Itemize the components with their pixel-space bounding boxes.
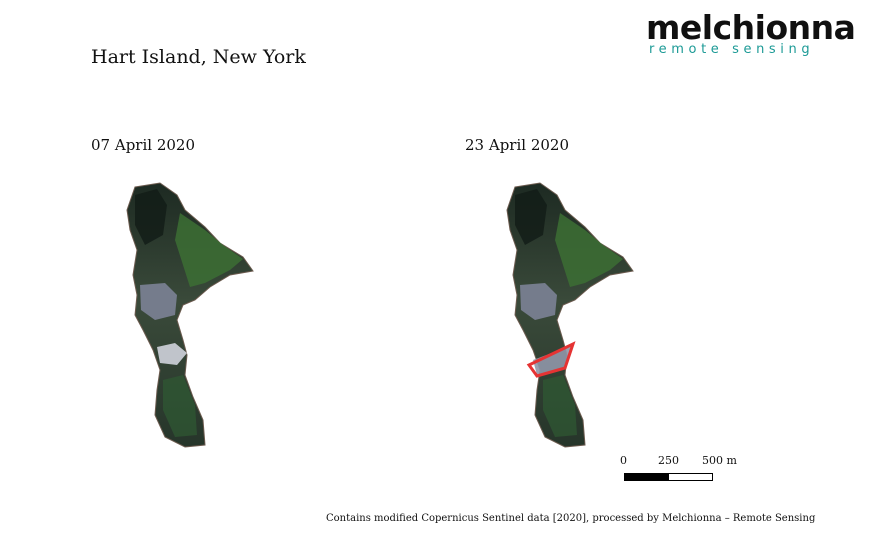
scale-bar: 0 250 500 m bbox=[610, 452, 750, 492]
scale-segment-white bbox=[668, 473, 713, 481]
gray-buildings bbox=[520, 283, 557, 320]
dark-trees bbox=[135, 189, 167, 245]
green-field bbox=[175, 213, 243, 287]
satellite-image-april-07 bbox=[126, 182, 254, 448]
map-title: Hart Island, New York bbox=[91, 46, 306, 68]
melchionna-logo: melchionna remote sensing bbox=[646, 8, 856, 64]
southern-green bbox=[163, 375, 197, 437]
right-panel-date: 23 April 2020 bbox=[465, 136, 569, 154]
satellite-image-april-23 bbox=[506, 182, 634, 448]
highlight-polygon bbox=[526, 341, 576, 378]
data-credit: Contains modified Copernicus Sentinel da… bbox=[326, 513, 816, 524]
gray-buildings bbox=[140, 283, 177, 320]
scale-label-250: 250 bbox=[658, 454, 679, 467]
bright-structures bbox=[157, 343, 187, 365]
green-field bbox=[555, 213, 623, 287]
logo-subtitle: remote sensing bbox=[649, 42, 815, 57]
scale-label-0: 0 bbox=[620, 454, 627, 467]
scale-segment-black bbox=[624, 473, 669, 481]
dark-trees bbox=[515, 189, 547, 245]
logo-wordmark: melchionna bbox=[646, 8, 856, 47]
southern-green bbox=[543, 375, 577, 437]
scale-label-500: 500 m bbox=[702, 454, 737, 467]
left-panel-date: 07 April 2020 bbox=[91, 136, 195, 154]
